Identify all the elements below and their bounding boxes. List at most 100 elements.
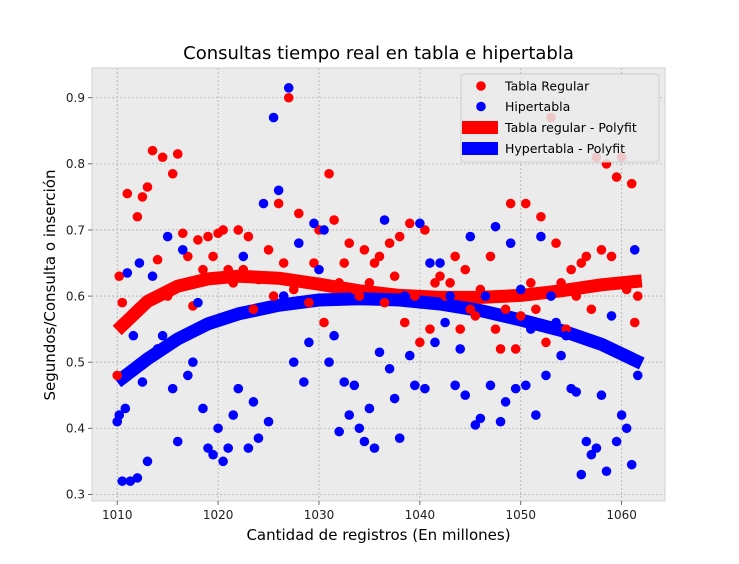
point-tabla-regular	[243, 231, 254, 242]
point-tabla-regular	[278, 258, 289, 268]
point-tabla-regular	[203, 231, 213, 242]
point-hipertabla	[364, 403, 375, 414]
point-tabla-regular	[132, 211, 143, 222]
point-tabla-regular	[223, 264, 233, 275]
point-hipertabla	[626, 459, 637, 470]
point-hipertabla	[556, 350, 566, 361]
point-hipertabla	[273, 185, 284, 196]
y-tick-label: 0.9	[66, 91, 85, 105]
point-hipertabla	[596, 390, 607, 401]
point-hipertabla	[128, 330, 139, 341]
point-tabla-regular	[304, 297, 314, 308]
point-tabla-regular	[294, 208, 304, 219]
point-hipertabla	[134, 258, 145, 268]
legend-label-tabla-fit: Tabla regular - Polyfit	[504, 120, 637, 135]
point-tabla-regular	[137, 192, 148, 202]
point-hipertabla	[470, 420, 481, 430]
point-tabla-regular	[263, 244, 274, 255]
point-hipertabla	[576, 469, 587, 480]
point-tabla-regular	[404, 218, 415, 229]
point-hipertabla	[430, 337, 440, 348]
point-tabla-regular	[324, 168, 334, 179]
point-tabla-regular	[117, 297, 128, 308]
point-hipertabla	[268, 112, 279, 123]
point-hipertabla	[203, 443, 213, 453]
point-tabla-regular	[334, 278, 344, 288]
chart-title: Consultas tiempo real en tabla e hiperta…	[183, 43, 574, 64]
point-hipertabla	[162, 231, 173, 242]
legend-marker-tabla	[476, 81, 486, 91]
point-tabla-regular	[389, 271, 400, 282]
point-tabla-regular	[576, 258, 587, 268]
y-tick-label: 0.4	[66, 422, 85, 436]
point-hipertabla	[379, 215, 390, 225]
point-tabla-regular	[273, 198, 284, 209]
y-tick-label: 0.5	[66, 355, 85, 369]
point-hipertabla	[167, 383, 178, 394]
point-hipertabla	[410, 380, 420, 391]
point-tabla-regular	[460, 264, 471, 275]
point-hipertabla	[440, 317, 450, 328]
point-hipertabla	[114, 410, 125, 420]
point-tabla-regular	[596, 244, 607, 255]
point-hipertabla	[495, 416, 506, 427]
point-hipertabla	[531, 410, 541, 420]
point-hipertabla	[147, 271, 158, 282]
point-hipertabla	[314, 264, 324, 275]
point-hipertabla	[319, 225, 329, 235]
point-hipertabla	[510, 383, 521, 394]
point-tabla-regular	[183, 251, 193, 262]
point-hipertabla	[238, 251, 249, 262]
point-tabla-regular	[399, 317, 410, 328]
fit-line-tabla	[112, 269, 643, 336]
point-hipertabla	[309, 218, 319, 229]
point-tabla-regular	[445, 278, 455, 288]
point-tabla-regular	[510, 344, 521, 354]
point-tabla-regular	[632, 291, 643, 301]
point-hipertabla	[455, 344, 466, 354]
point-tabla-regular	[629, 317, 640, 328]
point-hipertabla	[515, 284, 526, 295]
point-hipertabla	[475, 413, 486, 424]
point-tabla-regular	[344, 238, 355, 248]
point-hipertabla	[611, 436, 622, 447]
y-axis-label: Segundos/Consulta o inserción	[41, 170, 59, 401]
point-hipertabla	[586, 449, 597, 460]
point-hipertabla	[294, 238, 304, 248]
point-hipertabla	[278, 291, 289, 301]
point-tabla-regular	[299, 278, 309, 288]
point-tabla-regular	[198, 264, 208, 275]
point-tabla-regular	[551, 238, 561, 248]
point-hipertabla	[505, 238, 516, 248]
point-tabla-regular	[475, 284, 486, 295]
point-tabla-regular	[268, 291, 279, 301]
point-hipertabla	[213, 423, 223, 434]
x-tick-label: 1030	[304, 508, 335, 522]
point-tabla-regular	[359, 244, 370, 255]
point-tabla-regular	[621, 284, 632, 295]
point-hipertabla	[571, 387, 582, 397]
point-hipertabla	[621, 423, 632, 434]
point-tabla-regular	[606, 251, 617, 262]
point-hipertabla	[526, 324, 536, 334]
point-hipertabla	[601, 466, 612, 477]
point-hipertabla	[183, 370, 193, 381]
point-hipertabla	[551, 317, 561, 328]
point-hipertabla	[172, 436, 183, 447]
point-tabla-regular	[112, 370, 123, 381]
x-tick-label: 1040	[405, 508, 436, 522]
point-tabla-regular	[495, 344, 506, 354]
point-tabla-regular	[505, 198, 516, 209]
point-tabla-regular	[208, 251, 218, 262]
point-tabla-regular	[339, 258, 350, 268]
point-tabla-regular	[536, 211, 546, 222]
point-hipertabla	[520, 380, 531, 391]
point-tabla-regular	[329, 215, 339, 225]
point-hipertabla	[188, 357, 198, 367]
point-tabla-regular	[526, 278, 536, 288]
point-tabla-regular	[415, 337, 425, 348]
point-hipertabla	[142, 456, 153, 467]
point-hipertabla	[263, 416, 274, 427]
point-tabla-regular	[172, 149, 183, 159]
point-tabla-regular	[374, 251, 385, 262]
